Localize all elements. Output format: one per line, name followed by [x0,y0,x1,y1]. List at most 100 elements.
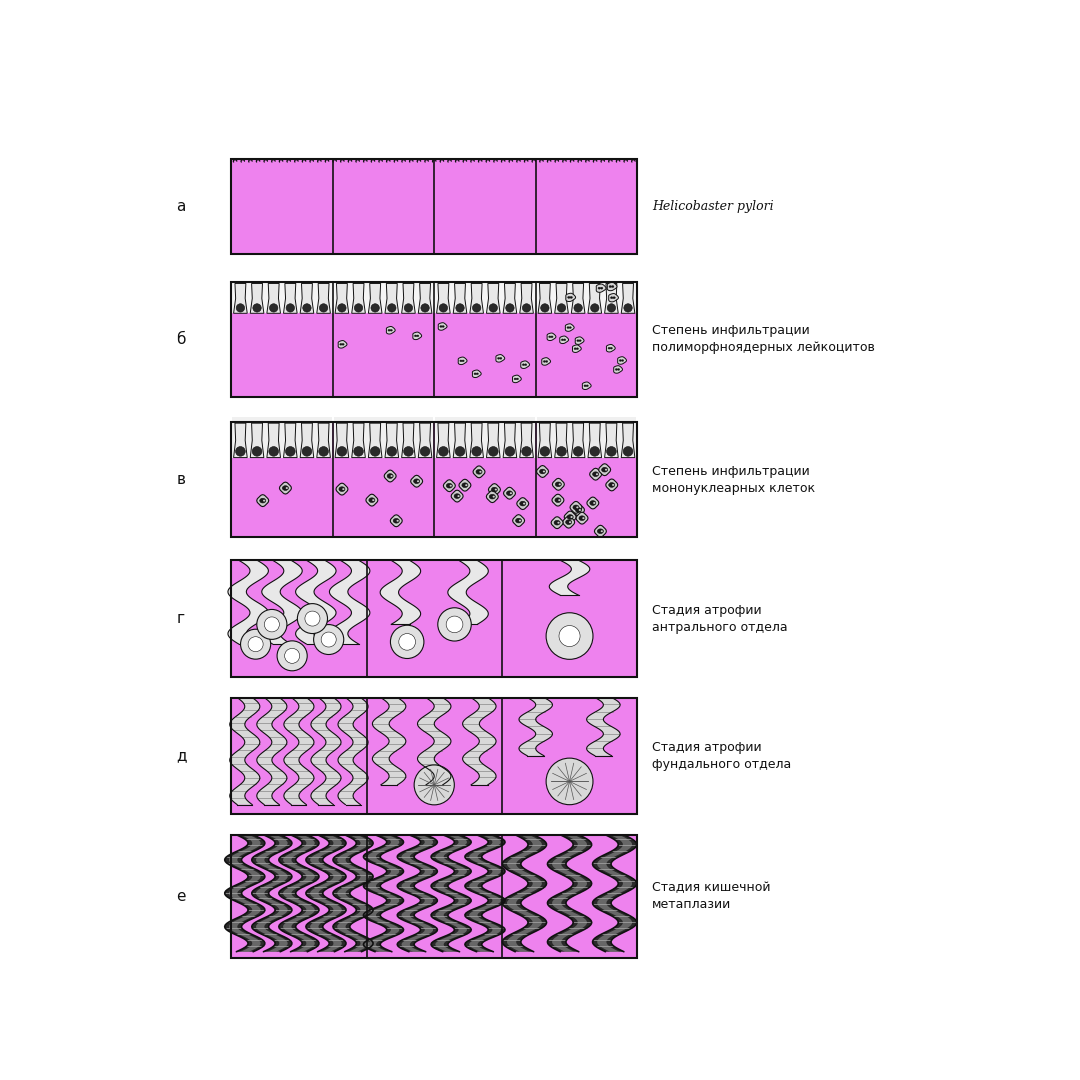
Ellipse shape [575,348,577,350]
Ellipse shape [369,498,375,502]
Polygon shape [486,423,500,458]
Circle shape [623,446,633,456]
Ellipse shape [476,373,478,375]
Ellipse shape [600,287,603,289]
Ellipse shape [558,484,561,485]
Bar [334,417,433,458]
Circle shape [235,446,245,456]
Ellipse shape [540,469,545,474]
Bar [231,282,333,313]
Polygon shape [402,423,415,458]
Text: Степень инфильтрации
полиморфноядерных лейкоцитов: Степень инфильтрации полиморфноядерных л… [652,324,875,354]
Text: Стадия атрофии
фундального отдела: Стадия атрофии фундального отдела [652,741,792,771]
Ellipse shape [551,336,553,338]
Circle shape [253,303,261,312]
Ellipse shape [618,368,620,370]
Ellipse shape [608,348,610,349]
Circle shape [472,446,482,456]
Ellipse shape [596,473,598,475]
Text: в: в [176,472,186,487]
Circle shape [319,446,328,456]
Ellipse shape [545,361,548,362]
Polygon shape [436,423,450,458]
Polygon shape [472,370,482,378]
Polygon shape [605,283,618,313]
Circle shape [559,625,580,647]
Circle shape [338,303,346,312]
Ellipse shape [593,472,598,476]
Circle shape [420,446,430,456]
Polygon shape [496,354,504,362]
Ellipse shape [549,336,551,338]
Ellipse shape [507,491,513,496]
Bar [231,422,333,537]
Polygon shape [565,324,575,332]
Ellipse shape [570,516,572,518]
Circle shape [320,303,328,312]
Ellipse shape [286,487,288,489]
Circle shape [399,634,416,650]
Ellipse shape [514,378,516,380]
Polygon shape [606,480,618,491]
Circle shape [337,446,347,456]
Circle shape [286,303,295,312]
Circle shape [421,303,429,312]
Ellipse shape [523,502,525,504]
Polygon shape [551,516,563,528]
Circle shape [387,446,396,456]
Bar [333,282,434,313]
Polygon shape [458,357,467,365]
Polygon shape [283,283,297,313]
Ellipse shape [516,378,518,380]
Polygon shape [335,423,349,458]
Circle shape [472,303,481,312]
Bar [231,422,637,537]
Ellipse shape [440,325,442,327]
Ellipse shape [480,471,482,473]
Polygon shape [613,366,622,374]
Bar [231,561,637,677]
Ellipse shape [373,499,375,501]
Ellipse shape [566,519,571,525]
Polygon shape [552,495,564,507]
Polygon shape [352,283,365,313]
Polygon shape [503,487,515,499]
Polygon shape [566,294,576,301]
Polygon shape [444,480,456,491]
Ellipse shape [465,484,468,486]
Text: б: б [176,332,186,347]
Ellipse shape [612,297,616,299]
Polygon shape [338,340,347,348]
Circle shape [440,303,447,312]
Circle shape [265,617,280,632]
Circle shape [305,611,320,626]
Bar [231,282,637,396]
Circle shape [489,303,498,312]
Ellipse shape [554,521,561,525]
Polygon shape [402,283,415,313]
Circle shape [590,446,599,456]
Circle shape [446,616,463,633]
Polygon shape [368,283,382,313]
Ellipse shape [498,357,500,360]
Ellipse shape [489,495,496,499]
Ellipse shape [557,522,559,524]
Ellipse shape [417,335,419,337]
Circle shape [285,648,299,663]
Polygon shape [588,423,602,458]
Circle shape [624,303,632,312]
Ellipse shape [543,361,545,362]
Polygon shape [470,283,484,313]
Ellipse shape [593,502,595,504]
Ellipse shape [515,518,522,523]
Polygon shape [316,423,330,458]
Polygon shape [257,495,269,507]
Polygon shape [555,423,568,458]
Ellipse shape [339,487,345,491]
Ellipse shape [612,484,615,486]
Polygon shape [451,490,463,502]
Polygon shape [516,498,529,510]
Ellipse shape [597,529,604,534]
Circle shape [391,625,424,659]
Ellipse shape [449,485,451,487]
